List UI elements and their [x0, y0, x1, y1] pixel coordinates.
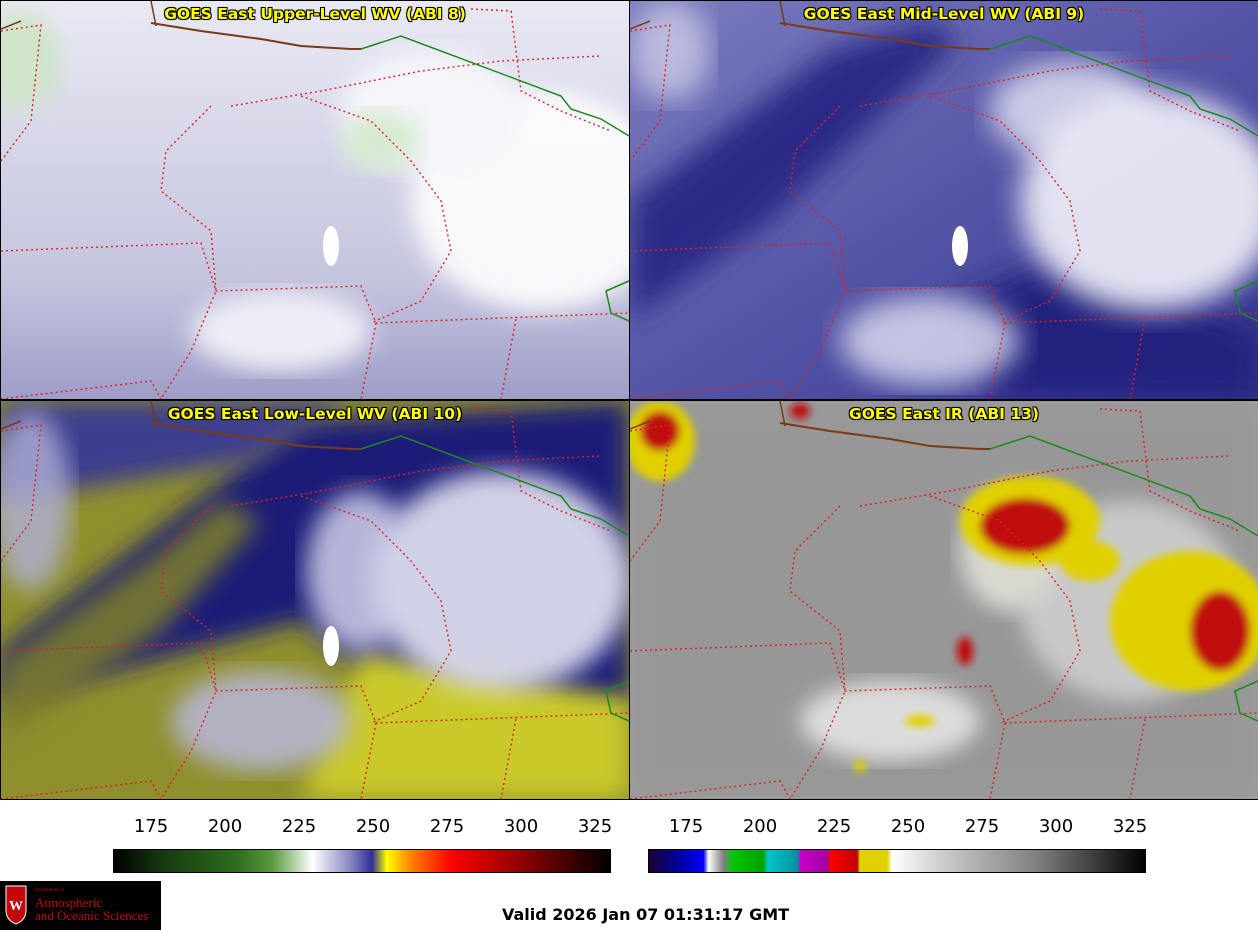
- colorbar-left-ticks: 175 200 225 250 275 300 325: [113, 816, 613, 850]
- satellite-image-ir: [630, 401, 1258, 799]
- tick-label: 200: [207, 816, 243, 837]
- uw-aos-logo: W Department of Atmospheric and Oceanic …: [0, 881, 161, 930]
- colorbar-right: [648, 849, 1146, 873]
- valid-time: Valid 2026 Jan 07 01:31:17 GMT: [501, 905, 790, 924]
- tick-label: 200: [742, 816, 778, 837]
- colorbar-right-ticks: 175 200 225 250 275 300 325: [648, 816, 1148, 850]
- satellite-image-low: [1, 401, 629, 799]
- panel-low-level-wv: GOES East Low-Level WV (ABI 10): [0, 400, 630, 800]
- panel-title: GOES East Upper-Level WV (ABI 8): [164, 5, 466, 23]
- tick-label: 325: [577, 816, 613, 837]
- panel-mid-level-wv: GOES East Mid-Level WV (ABI 9): [629, 0, 1258, 400]
- tick-label: 225: [816, 816, 852, 837]
- logo-atmospheric: Atmospheric: [35, 895, 103, 910]
- tick-label: 175: [133, 816, 169, 837]
- tick-label: 275: [964, 816, 1000, 837]
- panel-title: GOES East Low-Level WV (ABI 10): [167, 405, 463, 423]
- panel-ir: GOES East IR (ABI 13): [629, 400, 1258, 800]
- tick-label: 300: [503, 816, 539, 837]
- uw-crest-icon: W: [5, 885, 27, 925]
- panel-upper-level-wv: GOES East Upper-Level WV (ABI 8): [0, 0, 630, 400]
- panel-title: GOES East IR (ABI 13): [849, 405, 1039, 423]
- tick-label: 275: [429, 816, 465, 837]
- tick-label: 250: [355, 816, 391, 837]
- logo-oceanic: and Oceanic Sciences: [35, 908, 149, 923]
- tick-label: 225: [281, 816, 317, 837]
- panel-title: GOES East Mid-Level WV (ABI 9): [803, 5, 1085, 23]
- tick-label: 250: [890, 816, 926, 837]
- tick-label: 175: [668, 816, 704, 837]
- tick-label: 300: [1038, 816, 1074, 837]
- satellite-image-mid: [630, 1, 1258, 399]
- satellite-image-upper: [1, 1, 629, 399]
- svg-text:W: W: [9, 899, 23, 914]
- logo-department: Department of: [35, 888, 65, 893]
- tick-label: 325: [1112, 816, 1148, 837]
- colorbar-left: [113, 849, 611, 873]
